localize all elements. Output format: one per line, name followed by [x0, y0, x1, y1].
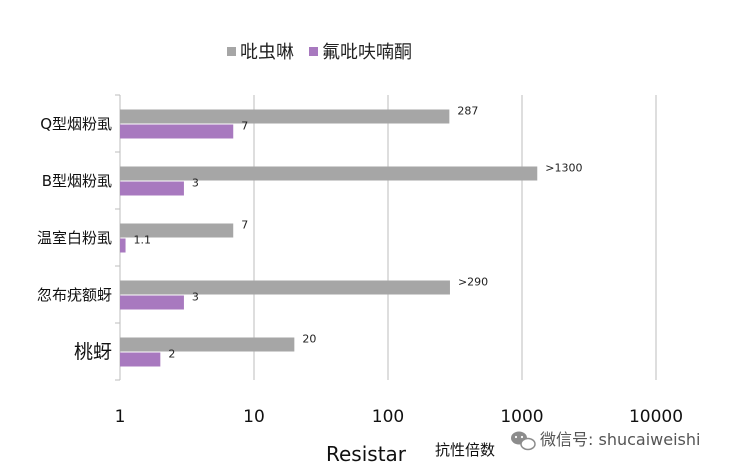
data-label: 287	[457, 105, 478, 118]
gridlines	[253, 95, 657, 380]
x-axis-title: Resistar	[326, 442, 407, 466]
bar	[120, 124, 234, 139]
category-label: B型烟粉虱	[42, 172, 112, 190]
y-axis-ticks	[115, 94, 120, 381]
bar	[120, 352, 161, 367]
bars	[120, 109, 538, 367]
data-label: 7	[241, 120, 248, 133]
watermark: 微信号: shucaiweishi	[511, 430, 700, 451]
legend-swatch-series-1	[227, 47, 236, 56]
category-label: 桃蚜	[74, 341, 112, 363]
x-tick-label: 10000	[629, 407, 683, 427]
legend: 吡虫啉 氟吡呋喃酮	[227, 42, 412, 63]
data-label: 2	[168, 348, 175, 361]
bar	[120, 181, 184, 196]
bar	[120, 295, 184, 310]
x-tick-label: 1	[115, 407, 126, 427]
data-label: 7	[241, 219, 248, 232]
bar	[120, 109, 450, 124]
x-tick-labels: 1 10 100 1000 10000	[115, 407, 683, 427]
data-label: 3	[192, 177, 199, 190]
legend-swatch-series-2	[309, 47, 318, 56]
category-label: 忽布疣额蚜	[37, 286, 112, 304]
legend-label-series-2: 氟吡呋喃酮	[322, 42, 412, 63]
data-label: 3	[192, 291, 199, 304]
legend-label-series-1: 吡虫啉	[240, 42, 294, 63]
watermark-text: 微信号: shucaiweishi	[540, 430, 700, 449]
bar	[120, 337, 295, 352]
category-label: Q型烟粉虱	[40, 115, 112, 133]
data-label: 1.1	[134, 234, 152, 247]
category-label: 温室白粉虱	[37, 229, 112, 247]
bar	[120, 280, 450, 295]
bar	[120, 223, 234, 238]
x-axis-subtitle: 抗性倍数	[435, 441, 495, 459]
data-label: >1300	[545, 162, 582, 175]
x-tick-label: 1000	[500, 407, 543, 427]
bar	[120, 166, 538, 181]
wechat-icon	[511, 431, 536, 451]
x-tick-label: 10	[243, 407, 265, 427]
data-label: >290	[458, 276, 488, 289]
data-labels: 287 7 >1300 3 7 1.1 >290 3 20 2	[134, 105, 583, 361]
x-tick-label: 100	[372, 407, 404, 427]
data-label: 20	[302, 333, 316, 346]
bar	[120, 238, 126, 253]
